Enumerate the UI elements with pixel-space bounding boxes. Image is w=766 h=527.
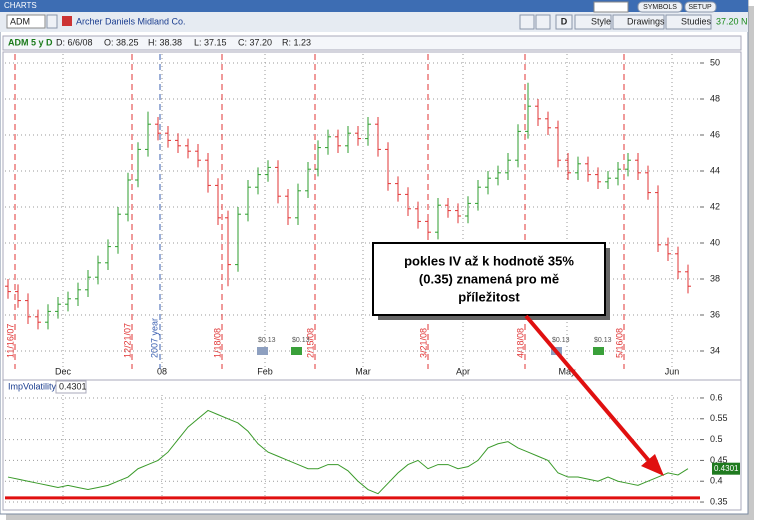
annotation-arrow — [524, 314, 652, 464]
y-tick-label: 0.55 — [710, 413, 728, 423]
volatility-panel — [2, 379, 742, 511]
y-tick-label: 46 — [710, 129, 720, 139]
info-item: H: 38.38 — [148, 37, 182, 47]
expiration-label: 12/21/07 — [122, 323, 132, 358]
annotation-text: (0.35) znamená pro mě — [419, 271, 559, 286]
symbol-dropdown[interactable] — [46, 14, 58, 29]
y-tick-label: 42 — [710, 201, 720, 211]
style-button[interactable] — [574, 14, 612, 30]
company-icon — [62, 16, 72, 26]
d-button[interactable] — [555, 14, 573, 30]
x-tick-label: Mar — [355, 366, 371, 376]
y-tick-label: 0.6 — [710, 392, 723, 402]
expiration-label: 2/15/08 — [305, 328, 315, 358]
button-label: SYMBOLS — [643, 4, 677, 11]
dividend-icon — [257, 347, 268, 355]
expiration-label: 5/16/08 — [614, 328, 624, 358]
volatility-line — [7, 409, 689, 495]
dividend-label: $0.13 — [594, 337, 612, 344]
x-tick-label: Jun — [665, 366, 680, 376]
info-item: O: 38.25 — [104, 37, 139, 47]
y-tick-label: 50 — [710, 57, 720, 67]
button-label: Drawings — [627, 16, 665, 26]
expiration-label: 4/18/08 — [515, 328, 525, 358]
window-title: CHARTS — [4, 1, 37, 10]
x-tick-label: 08 — [157, 366, 167, 376]
info-item: C: 37.20 — [238, 37, 272, 47]
y-tick-label: 48 — [710, 93, 720, 103]
company-name: Archer Daniels Midland Co. — [76, 16, 186, 26]
y-tick-label: 36 — [710, 309, 720, 319]
y-tick-label: 0.45 — [710, 455, 728, 465]
x-tick-label: Feb — [257, 366, 273, 376]
y-tick-label: 38 — [710, 273, 720, 283]
tool-button[interactable] — [535, 14, 551, 30]
y-tick-label: 0.5 — [710, 434, 723, 444]
info-bar — [2, 35, 742, 51]
arrow-head — [641, 454, 664, 476]
symbols-button[interactable] — [637, 1, 683, 13]
button-label: Studies — [681, 16, 712, 26]
button-label: Style — [591, 16, 611, 26]
value-box — [55, 380, 87, 394]
drawings-button[interactable] — [612, 14, 665, 30]
info-item: R: 1.23 — [282, 37, 311, 47]
y-tick-label: 34 — [710, 345, 720, 355]
studies-button[interactable] — [665, 14, 712, 30]
dividend-label: $0.13 — [552, 337, 570, 344]
plot-layer: ADM 5 y D D: 6/6/08 O: 38.25 H: 38.38 L: 37.… — [5, 37, 740, 506]
x-tick-label: Dec — [55, 366, 72, 376]
dividend-icon — [593, 347, 604, 355]
tool-button[interactable] — [519, 14, 535, 30]
last-price: 37.20 N — [716, 16, 748, 26]
annotation-text: pokles IV až k hodnotě 35% — [404, 253, 574, 268]
annotation-box — [372, 242, 606, 316]
info-item: ADM 5 y D — [8, 37, 53, 47]
x-tick-label: Apr — [456, 366, 470, 376]
x-tick-label: May — [558, 366, 576, 376]
expiration-label: 1/18/08 — [212, 328, 222, 358]
dividend-label: $0.13 — [258, 337, 276, 344]
y-tick-label: 0.4 — [710, 476, 723, 486]
panel-value: 0.4301 — [59, 381, 87, 391]
expiration-label: 3/21/08 — [418, 328, 428, 358]
y-tick-label: 0.35 — [710, 496, 728, 506]
dividend-icon — [291, 347, 302, 355]
dividend-label: $0.13 — [292, 337, 310, 344]
title-bar — [0, 0, 748, 12]
current-tag — [712, 462, 740, 475]
y-tick-label: 44 — [710, 165, 720, 175]
year-label: 2007 year — [149, 318, 159, 358]
expiration-label: 11/16/07 — [5, 324, 15, 358]
info-item: D: 6/6/08 — [56, 37, 93, 47]
annotation: pokles IV až k hodnotě 35% (0.35) znamen… — [372, 242, 664, 476]
panel-title: ImpVolatility — [8, 381, 57, 391]
symbol-input[interactable] — [6, 14, 46, 29]
y-tick-label: 40 — [710, 237, 720, 247]
setup-button[interactable] — [684, 1, 717, 13]
button-label: SETUP — [688, 4, 712, 11]
current-tag-label: 0.4301 — [714, 464, 739, 473]
symbol-text: ADM — [10, 16, 30, 26]
annotation-text: příležitost — [458, 289, 520, 304]
info-item: L: 37.15 — [194, 37, 227, 47]
button-label: D — [561, 16, 568, 26]
period-select[interactable] — [593, 1, 629, 13]
